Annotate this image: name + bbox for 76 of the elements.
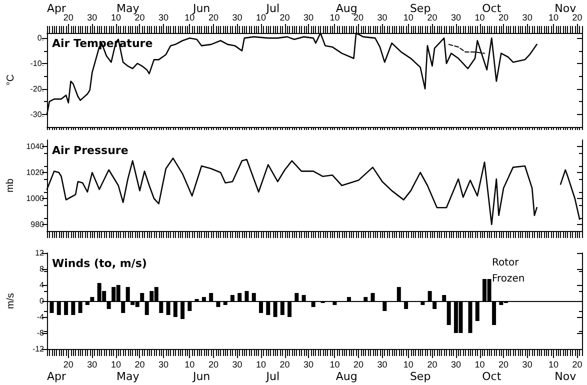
x2-tick-label: 10 bbox=[548, 12, 558, 22]
x2-tick-label: 30 bbox=[87, 12, 98, 22]
x-tick-label: 30 bbox=[87, 360, 98, 370]
x2-tick-label: 20 bbox=[63, 12, 74, 22]
x-tick-label: 30 bbox=[450, 360, 461, 370]
text: Apr bbox=[46, 2, 67, 15]
y-tick-label: -30. bbox=[30, 110, 44, 119]
text: Jun bbox=[192, 370, 210, 383]
x-tick-label: 10 bbox=[330, 360, 340, 370]
y-tick-label: 1040 bbox=[26, 142, 45, 151]
text: Nov bbox=[554, 2, 577, 15]
y-tick-label: -10. bbox=[30, 58, 44, 68]
text: Oct bbox=[482, 370, 502, 383]
chart-title: Air Pressure bbox=[52, 144, 128, 157]
x2-tick-label: 30 bbox=[522, 12, 532, 22]
chart-title: Winds (to, m/s) bbox=[52, 257, 147, 270]
y-axis-title: mb bbox=[4, 178, 16, 192]
y-tick-label: 1020 bbox=[26, 168, 45, 177]
text: Sep bbox=[410, 2, 431, 15]
x2-tick-label: 10 bbox=[330, 12, 340, 22]
y-tick-label: 1000 bbox=[26, 194, 45, 203]
x2-tick-label: 10 bbox=[256, 12, 266, 22]
x-tick-label: 20 bbox=[353, 360, 364, 370]
x2-tick-label: 30 bbox=[377, 12, 388, 22]
text: Nov bbox=[554, 370, 577, 383]
line-series bbox=[448, 44, 486, 54]
x-tick-label: 20 bbox=[134, 360, 145, 370]
text: Aug bbox=[336, 2, 358, 15]
x2-tick-label: 20 bbox=[208, 12, 218, 22]
y-axis-title: °C bbox=[6, 74, 16, 86]
x-tick-label: 20 bbox=[572, 360, 582, 370]
x-tick-label: 20 bbox=[280, 360, 290, 370]
y-axis-title: m/s bbox=[6, 292, 16, 310]
text: May bbox=[116, 370, 140, 383]
text: Oct bbox=[482, 2, 502, 15]
text: May bbox=[116, 2, 140, 15]
x-tick-label: 10 bbox=[474, 360, 485, 370]
x-tick-label: 10 bbox=[110, 360, 121, 370]
x2-tick-label: 30 bbox=[232, 12, 242, 22]
x2-tick-label: 20 bbox=[572, 12, 582, 22]
x-tick-label: 10 bbox=[256, 360, 266, 370]
x-tick-label: 30 bbox=[304, 360, 314, 370]
x2-tick-label: 10 bbox=[403, 12, 414, 22]
x-tick-label: 20 bbox=[208, 360, 218, 370]
x-tick-label: 30 bbox=[377, 360, 388, 370]
x2-tick-label: 10 bbox=[110, 12, 121, 22]
x2-tick-label: 30 bbox=[304, 12, 314, 22]
y-tick-label: -20. bbox=[30, 84, 44, 94]
x-tick-label: 30 bbox=[158, 360, 169, 370]
x-tick-label: 20 bbox=[427, 360, 438, 370]
text: Jul bbox=[265, 2, 280, 15]
x2-tick-label: 30 bbox=[450, 12, 461, 22]
annotation: Rotor Frozen bbox=[492, 258, 525, 284]
x2-tick-label: 10 bbox=[184, 12, 195, 22]
x2-tick-label: 20 bbox=[280, 12, 290, 22]
x2-tick-label: 10 bbox=[474, 12, 485, 22]
text: Aug bbox=[336, 370, 358, 383]
x-tick-label: 20 bbox=[498, 360, 509, 370]
x-tick-label: 10 bbox=[184, 360, 195, 370]
x-tick-label: 10 bbox=[403, 360, 414, 370]
y-tick-label: 980 bbox=[30, 220, 45, 229]
x2-tick-label: 20 bbox=[498, 12, 509, 22]
x2-tick-label: 20 bbox=[427, 12, 438, 22]
x-tick-label: 10 bbox=[548, 360, 558, 370]
x-tick-label: 30 bbox=[522, 360, 532, 370]
text: Jun bbox=[192, 2, 210, 15]
x-tick-label: 30 bbox=[232, 360, 242, 370]
text: Jul bbox=[265, 370, 280, 383]
y-tick-label: 0. bbox=[37, 34, 44, 43]
y-tick-label: 12 bbox=[35, 248, 45, 258]
x-tick-label: 20 bbox=[63, 360, 74, 370]
x2-tick-label: 20 bbox=[134, 12, 145, 22]
text: Sep bbox=[410, 370, 431, 383]
text: Apr bbox=[46, 370, 67, 383]
x2-tick-label: 30 bbox=[158, 12, 169, 22]
y-tick-label: -12 bbox=[32, 344, 45, 354]
